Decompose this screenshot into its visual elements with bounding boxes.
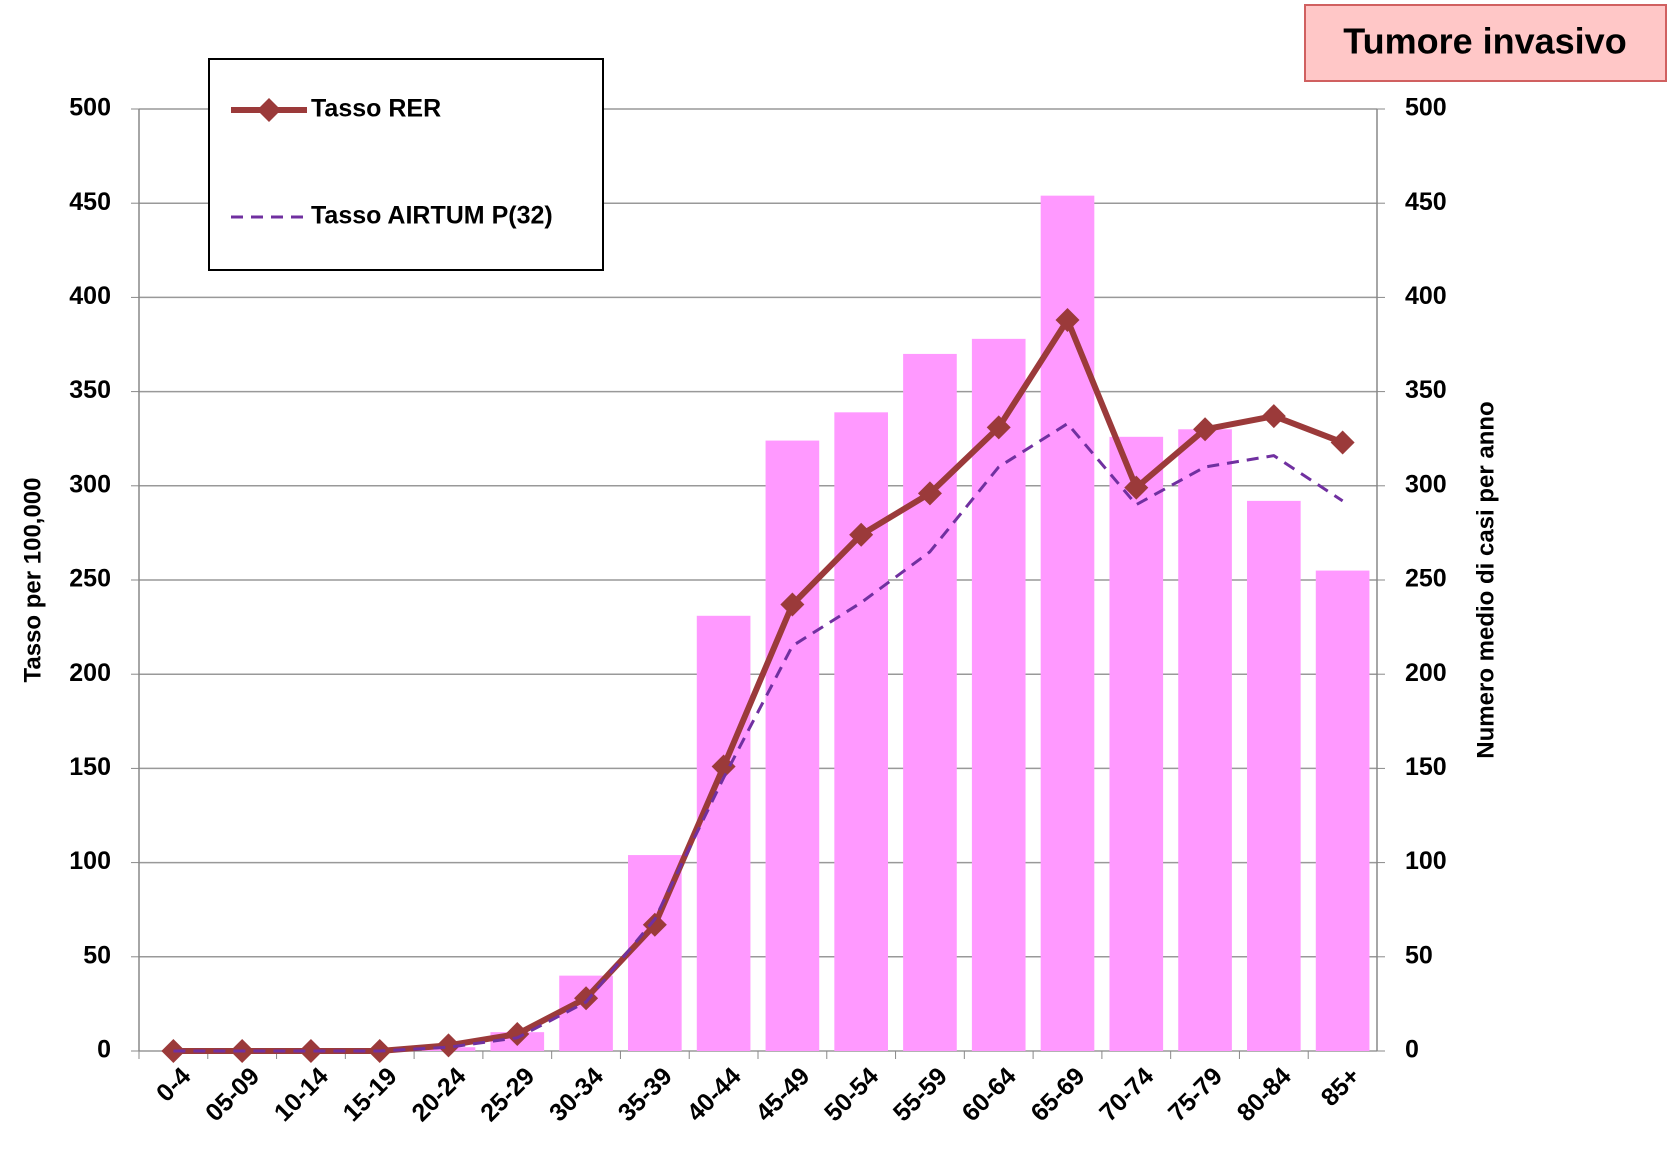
y2-tick-label: 500 bbox=[1405, 94, 1447, 122]
marker bbox=[711, 754, 736, 779]
x-tick-label: 80-84 bbox=[1232, 1062, 1297, 1127]
marker bbox=[1330, 430, 1355, 455]
y2-tick-label: 200 bbox=[1405, 659, 1447, 687]
x-tick-label: 05-09 bbox=[200, 1062, 265, 1127]
legend-marker bbox=[257, 98, 281, 122]
y2-tick-label: 50 bbox=[1405, 941, 1433, 969]
y-tick-label: 200 bbox=[69, 659, 111, 687]
y-tick-label: 300 bbox=[69, 470, 111, 498]
y-tick-label: 450 bbox=[69, 188, 111, 216]
y-tick-label: 100 bbox=[69, 847, 111, 875]
bar bbox=[971, 338, 1026, 1051]
x-tick-label: 0-4 bbox=[151, 1062, 196, 1107]
x-tick-label: 85+ bbox=[1316, 1062, 1366, 1112]
y-tick-label: 50 bbox=[83, 941, 111, 969]
y-tick-label: 250 bbox=[69, 565, 111, 593]
y2-tick-label: 100 bbox=[1405, 847, 1447, 875]
legend-label: Tasso RER bbox=[311, 95, 441, 123]
bar bbox=[1178, 429, 1232, 1051]
bar bbox=[1315, 570, 1370, 1051]
marker bbox=[917, 481, 942, 506]
marker bbox=[1124, 475, 1149, 500]
x-tick-label: 60-64 bbox=[957, 1062, 1022, 1127]
x-tick-label: 65-69 bbox=[1025, 1062, 1090, 1127]
chart-title: Tumore invasivo bbox=[1343, 21, 1626, 62]
x-tick-label: 75-79 bbox=[1163, 1062, 1228, 1127]
y-tick-label: 0 bbox=[97, 1036, 111, 1064]
y2-tick-label: 150 bbox=[1405, 753, 1447, 781]
bar bbox=[696, 615, 751, 1051]
title-box bbox=[1304, 4, 1667, 82]
y2-tick-label: 400 bbox=[1405, 282, 1447, 310]
y-tick-label: 350 bbox=[69, 376, 111, 404]
x-tick-label: 30-34 bbox=[544, 1062, 609, 1127]
marker bbox=[436, 1033, 461, 1058]
y-tick-label: 150 bbox=[69, 753, 111, 781]
y-tick-label: 400 bbox=[69, 282, 111, 310]
marker bbox=[1055, 308, 1080, 333]
x-tick-label: 10-14 bbox=[269, 1062, 334, 1127]
y2-tick-label: 450 bbox=[1405, 188, 1447, 216]
x-tick-label: 45-49 bbox=[750, 1062, 815, 1127]
y-axis-label: Tasso per 100,000 bbox=[19, 477, 46, 682]
marker bbox=[849, 522, 874, 547]
marker bbox=[642, 912, 667, 937]
bar bbox=[903, 353, 957, 1051]
x-tick-label: 15-19 bbox=[338, 1062, 403, 1127]
y-tick-label: 500 bbox=[69, 94, 111, 122]
marker bbox=[1261, 404, 1286, 429]
bar bbox=[1040, 195, 1095, 1051]
marker bbox=[1193, 417, 1218, 442]
x-tick-label: 25-29 bbox=[475, 1062, 540, 1127]
marker bbox=[780, 592, 805, 617]
line bbox=[173, 422, 1344, 1053]
y2-tick-label: 0 bbox=[1405, 1036, 1419, 1064]
marker bbox=[505, 1022, 530, 1047]
x-tick-label: 35-39 bbox=[613, 1062, 678, 1127]
x-tick-label: 70-74 bbox=[1094, 1062, 1159, 1127]
bar bbox=[1109, 436, 1164, 1051]
bar bbox=[765, 440, 820, 1052]
marker bbox=[986, 415, 1011, 440]
marker bbox=[298, 1039, 323, 1063]
line bbox=[173, 317, 1344, 1054]
legend-box bbox=[208, 58, 604, 271]
y2-tick-label: 300 bbox=[1405, 470, 1447, 498]
bar bbox=[834, 412, 888, 1052]
x-tick-label: 50-54 bbox=[819, 1062, 884, 1127]
x-tick-label: 40-44 bbox=[682, 1062, 747, 1127]
y2-tick-label: 250 bbox=[1405, 565, 1447, 593]
y2-tick-label: 350 bbox=[1405, 376, 1447, 404]
x-tick-label: 55-59 bbox=[888, 1062, 953, 1127]
bar bbox=[1247, 500, 1301, 1051]
legend-label: Tasso AIRTUM P(32) bbox=[311, 202, 553, 230]
y2-axis-label: Numero medio di casi per anno bbox=[1472, 401, 1499, 758]
x-tick-label: 20-24 bbox=[406, 1062, 471, 1127]
marker bbox=[574, 986, 599, 1011]
